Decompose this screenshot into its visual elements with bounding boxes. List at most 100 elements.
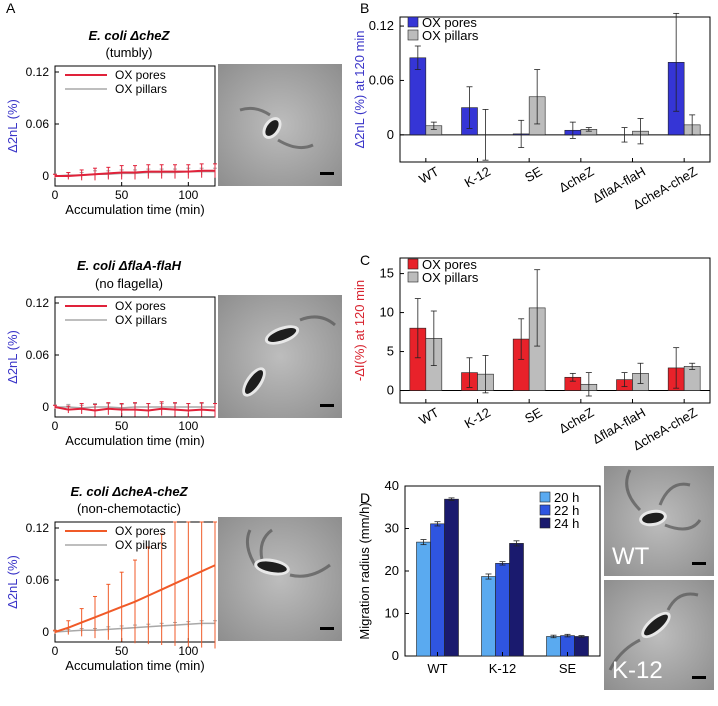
plot-subtitle: (no flagella)	[95, 276, 163, 291]
x-tick-label: SE	[522, 404, 545, 426]
x-tick-label: 100	[178, 419, 198, 433]
panel-labels: A B C D	[6, 0, 370, 506]
bar-wt	[430, 523, 445, 657]
x-tick-label: ΔcheZ	[556, 164, 596, 196]
y-tick-label: 0.12	[369, 18, 394, 33]
x-tick-label: 50	[115, 188, 129, 202]
micrograph-2	[218, 295, 342, 418]
x-tick-label: K-12	[462, 164, 493, 191]
plot-frame	[54, 296, 216, 418]
bar-wt	[416, 541, 431, 657]
legend-label: OX pillars	[115, 538, 167, 552]
micrograph-background	[604, 580, 714, 690]
y-axis-label: Δ2nL (%)	[5, 99, 20, 153]
legend-swatch	[407, 258, 419, 270]
x-tick-label: 0	[52, 419, 59, 433]
micrograph-label: K-12	[612, 657, 663, 684]
legend-swatch	[407, 29, 419, 41]
x-tick-label: 0	[52, 644, 59, 658]
panel-a-dflaa-flah: E. coli ΔflaA-flaH (no flagella) 0 50 100 0 0.…	[5, 258, 217, 448]
x-tick-label: ΔcheZ	[556, 405, 596, 437]
bar-cheachez	[683, 366, 701, 391]
x-tick-label: K-12	[462, 405, 493, 432]
flagellum	[277, 138, 314, 150]
legend-swatch	[407, 271, 419, 283]
plot-title: E. coli ΔflaA-flaH	[77, 258, 182, 273]
y-tick-label: 0	[387, 383, 394, 398]
x-axis-label: Accumulation time (min)	[65, 658, 204, 673]
y-tick-label: 0.06	[369, 72, 394, 87]
scale-bar	[320, 172, 334, 175]
series-line-ox-pores	[55, 169, 215, 177]
x-axis-label: Accumulation time (min)	[65, 433, 204, 448]
y-tick-label: 40	[385, 478, 399, 493]
plot-frame	[399, 257, 711, 404]
bacterium-cell	[267, 328, 297, 342]
micrograph-4: WT	[604, 466, 714, 576]
y-tick-label: 0.12	[26, 296, 50, 310]
legend-label: OX pores	[422, 257, 477, 272]
legend-label: 22 h	[554, 503, 579, 518]
y-tick-label: 10	[385, 606, 399, 621]
legend-label: OX pores	[115, 524, 166, 538]
panel-d-bar-chart: 0 10 20 30 40 Migration radius (mm/h) WT K-12 SE…	[357, 478, 601, 676]
flagellum	[625, 469, 642, 512]
panel-label-a: A	[6, 0, 16, 16]
y-axis-label: Δ2nL (%)	[5, 555, 20, 609]
scale-bar	[320, 404, 334, 407]
plot-frame	[399, 16, 711, 163]
panel-label-c: C	[360, 252, 370, 268]
x-tick-label: WT	[416, 164, 441, 187]
legend-label: OX pillars	[115, 82, 167, 96]
micrograph-5: K-12	[604, 580, 714, 690]
plot-subtitle: (non-chemotactic)	[77, 501, 181, 516]
plot-subtitle: (tumbly)	[106, 45, 153, 60]
y-axis-label: -ΔI(%) at 120 min	[352, 280, 367, 381]
flagellum	[299, 315, 336, 327]
y-tick-label: 20	[385, 563, 399, 578]
y-tick-label: 0	[42, 625, 49, 639]
x-tick-label: 0	[52, 188, 59, 202]
legend-label: OX pores	[115, 299, 166, 313]
y-tick-label: 0.12	[26, 65, 50, 79]
y-axis-label: Migration radius (mm/h)	[357, 502, 372, 639]
bacterium-cell	[644, 614, 668, 636]
y-tick-label: 10	[380, 305, 394, 320]
legend-label: OX pillars	[422, 28, 479, 43]
y-axis-label: Δ2nL (%) at 120 min	[352, 30, 367, 148]
plot-title: E. coli ΔcheA-cheZ	[70, 484, 188, 499]
y-tick-label: 30	[385, 521, 399, 536]
flagellum	[666, 592, 699, 611]
flagellum	[664, 519, 702, 531]
panel-label-d: D	[360, 490, 370, 506]
y-tick-label: 0.06	[26, 348, 50, 362]
panel-a-dchea-chez: E. coli ΔcheA-cheZ (non-chemotactic) 0 50 10…	[5, 484, 217, 673]
scale-bar	[692, 676, 706, 679]
legend-label: OX pores	[422, 15, 477, 30]
bacterium-cell	[642, 512, 664, 524]
y-tick-label: 0.06	[26, 573, 50, 587]
x-axis-label: Accumulation time (min)	[65, 202, 204, 217]
series-line-ox-pores	[54, 564, 216, 633]
micrograph-background	[218, 517, 342, 641]
flagellum	[239, 106, 271, 117]
panel-a-dchez: E. coli ΔcheZ (tumbly) 0 50 100 0 0.06 0.12 Accu…	[5, 28, 217, 217]
x-tick-label: 100	[178, 188, 198, 202]
series-line-ox-pores	[54, 406, 216, 412]
micrograph-3	[218, 517, 342, 641]
bacterium-cell	[257, 561, 287, 573]
y-tick-label: 0	[42, 400, 49, 414]
x-tick-label: WT	[427, 661, 447, 676]
x-tick-label: K-12	[489, 661, 516, 676]
y-tick-label: 0.12	[26, 521, 50, 535]
legend-swatch	[407, 16, 419, 28]
scale-bar	[692, 562, 706, 565]
flagellum	[289, 563, 331, 578]
bar-se	[574, 636, 589, 657]
bar-k12	[495, 563, 510, 657]
y-tick-label: 0.06	[26, 117, 50, 131]
y-tick-label: 0	[42, 169, 49, 183]
